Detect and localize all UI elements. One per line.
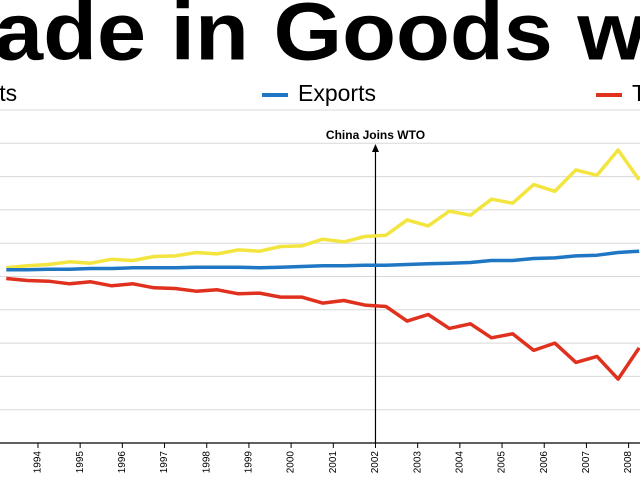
x-tick-label: 1999 [244,451,255,474]
x-tick-label: 1996 [117,451,128,474]
x-tick-label: 2000 [286,451,297,474]
x-tick-label: 2007 [581,451,592,474]
annotation-text: China Joins WTO [326,128,425,142]
annotation-arrow [371,144,379,152]
legend-label: Exports [298,80,376,106]
x-tick-label: 2003 [412,451,423,474]
x-tick-label: 2002 [370,451,381,474]
legend-label: ports [0,80,17,106]
x-tick-label: 1997 [159,451,170,474]
x-tick-label: 1998 [201,451,212,474]
x-tick-label: 2005 [497,451,508,474]
series-line [6,148,640,270]
x-tick-label: 2004 [454,451,465,474]
x-tick-label: 1994 [33,451,44,474]
x-tick-label: 1995 [75,451,86,474]
series-line [6,276,640,381]
x-tick-label: 2008 [623,451,634,474]
series-line [6,249,640,272]
x-tick-label: 2006 [539,451,550,474]
chart-title: ade in Goods w [0,0,640,78]
x-tick-label: 2001 [328,451,339,474]
legend-label: T [632,80,640,106]
